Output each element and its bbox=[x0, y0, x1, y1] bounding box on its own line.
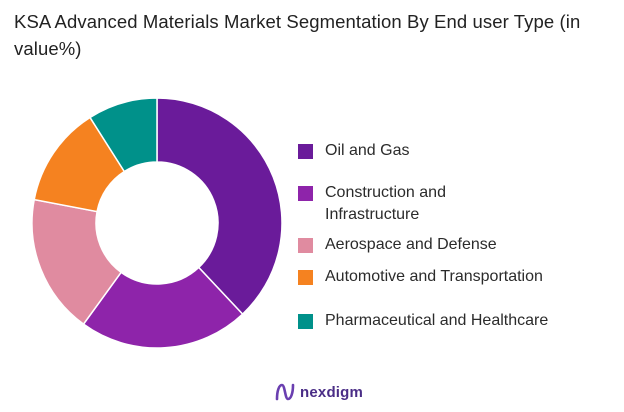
nexdigm-logo-icon bbox=[275, 383, 295, 401]
legend-item-pharmaceutical-and-healthcare: Pharmaceutical and Healthcare bbox=[298, 310, 605, 332]
legend-label: Construction and Infrastructure bbox=[325, 184, 446, 223]
donut-slices bbox=[31, 97, 283, 349]
legend-swatch bbox=[298, 270, 313, 285]
legend-item-aerospace-and-defense: Aerospace and Defense bbox=[298, 234, 605, 256]
legend-item-oil-and-gas: Oil and Gas bbox=[298, 140, 605, 162]
donut-slice-construction-and-infrastructure bbox=[82, 266, 244, 349]
chart-title: KSA Advanced Materials Market Segmentati… bbox=[14, 11, 581, 59]
legend-swatch bbox=[298, 144, 313, 159]
legend-item-construction-and-infrastructure: Construction and Infrastructure bbox=[298, 182, 605, 226]
donut-slice-aerospace-and-defense bbox=[31, 198, 123, 326]
brand-name: nexdigm bbox=[300, 383, 364, 401]
legend-label: Aerospace and Defense bbox=[325, 236, 497, 253]
brand-logo: nexdigm bbox=[274, 381, 363, 403]
legend-swatch bbox=[298, 186, 313, 201]
legend-label: Pharmaceutical and Healthcare bbox=[325, 312, 549, 329]
legend-label: Oil and Gas bbox=[325, 142, 410, 159]
legend-swatch bbox=[298, 314, 313, 329]
legend-item-automotive-and-transportation: Automotive and Transportation bbox=[298, 266, 605, 288]
legend-label: Automotive and Transportation bbox=[325, 268, 543, 285]
donut-slice-pharmaceutical-and-healthcare bbox=[88, 97, 158, 173]
legend-swatch bbox=[298, 238, 313, 253]
donut-slice-oil-and-gas bbox=[156, 97, 283, 316]
